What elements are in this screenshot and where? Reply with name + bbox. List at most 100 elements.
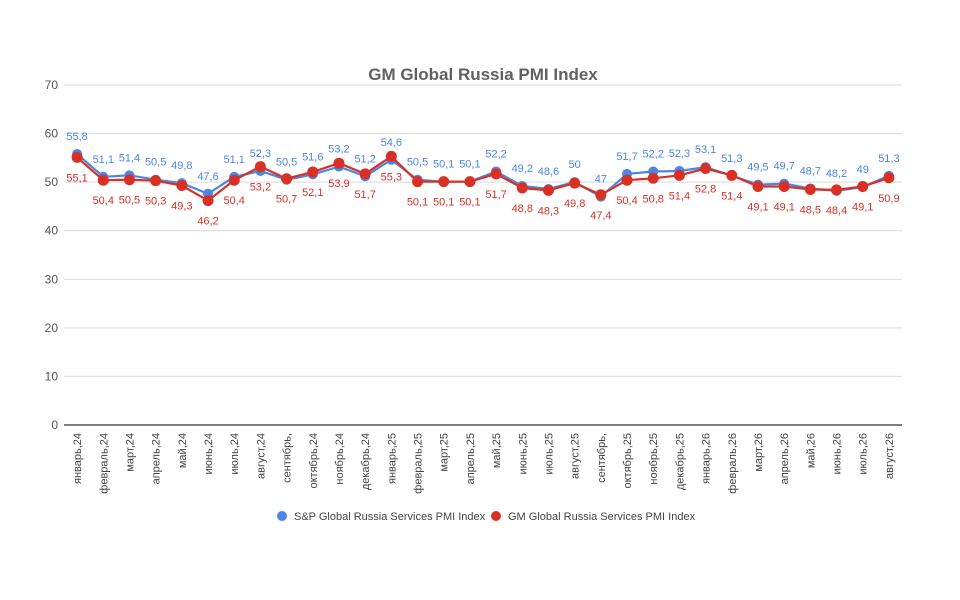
data-label: 49,8	[171, 160, 192, 172]
x-tick-label: апрель,26	[779, 433, 791, 484]
y-tick-label: 60	[45, 127, 59, 141]
x-tick-label: декабрь,24	[360, 433, 372, 490]
x-tick-label: февраль,26	[727, 433, 739, 494]
x-tick-label: март,26	[753, 433, 765, 472]
x-tick-label: январь,25	[386, 433, 398, 484]
data-point	[516, 182, 528, 194]
data-point	[464, 176, 476, 188]
x-tick-label: июль,26	[858, 433, 870, 475]
data-label: 51,6	[302, 151, 323, 163]
data-point	[438, 176, 450, 188]
legend-marker	[491, 511, 501, 521]
y-tick-label: 30	[45, 272, 59, 286]
data-label: 51,7	[354, 189, 375, 201]
data-label: 52,8	[695, 184, 716, 196]
x-tick-label: февраль,25	[413, 433, 425, 494]
data-label: 51,7	[616, 151, 637, 163]
data-point	[621, 174, 633, 186]
chart-title: GM Global Russia PMI Index	[368, 65, 598, 84]
data-point	[333, 157, 345, 169]
data-label: 50,4	[93, 195, 114, 207]
data-point	[359, 168, 371, 180]
data-label: 50,5	[145, 157, 166, 169]
data-label: 49,1	[747, 202, 768, 214]
data-label: 52,3	[250, 148, 271, 160]
data-point	[778, 181, 790, 193]
data-point	[307, 166, 319, 178]
legend-marker	[277, 511, 287, 521]
y-tick-label: 70	[45, 78, 59, 92]
data-point	[412, 176, 424, 188]
data-label: 53,1	[695, 144, 716, 156]
data-label: 48,5	[800, 204, 821, 216]
data-point	[71, 151, 83, 163]
data-label: 48,2	[826, 168, 847, 180]
data-label: 50,1	[459, 159, 480, 171]
data-label: 51,1	[224, 154, 245, 166]
data-label: 50,8	[643, 193, 664, 205]
data-point	[385, 150, 397, 162]
x-tick-label: февраль,24	[98, 433, 110, 494]
data-label: 49,5	[747, 162, 768, 174]
x-tick-label: июнь,25	[517, 433, 529, 475]
x-tick-label: сентябрь,	[596, 433, 608, 483]
x-tick-label: декабрь,25	[674, 433, 686, 490]
data-point	[700, 163, 712, 175]
data-label: 51,4	[669, 190, 690, 202]
data-label: 49,3	[171, 201, 192, 213]
data-label: 51,7	[485, 189, 506, 201]
data-point	[831, 184, 843, 196]
data-label: 49,2	[512, 163, 533, 175]
x-tick-label: август,24	[255, 433, 267, 479]
data-label: 46,2	[197, 216, 218, 228]
data-point	[595, 189, 607, 201]
data-label: 51,1	[93, 154, 114, 166]
x-tick-label: ноябрь,25	[648, 433, 660, 485]
data-label: 53,9	[328, 178, 349, 190]
data-label: 50,1	[433, 159, 454, 171]
data-label: 53,2	[328, 144, 349, 156]
data-label: 50,5	[276, 157, 297, 169]
x-tick-label: апрель,24	[151, 433, 163, 484]
y-tick-label: 40	[45, 224, 59, 238]
legend-label: S&P Global Russia Services PMI Index	[294, 511, 486, 523]
data-label: 50	[569, 159, 581, 171]
y-axis: 0 10 20 30 40 50 60 70	[45, 78, 59, 432]
data-label: 47	[595, 174, 607, 186]
data-label: 48,8	[512, 203, 533, 215]
data-point	[569, 177, 581, 189]
data-point	[647, 172, 659, 184]
data-label: 51,4	[119, 152, 140, 164]
x-tick-label: август,26	[884, 433, 896, 479]
data-label: 48,7	[800, 165, 821, 177]
data-point	[542, 184, 554, 196]
data-label: 53,2	[250, 182, 271, 194]
data-label: 48,4	[826, 205, 847, 217]
series-layer	[71, 148, 895, 207]
x-tick-label: август,25	[570, 433, 582, 479]
x-tick-label: март,25	[439, 433, 451, 472]
data-label: 49,8	[564, 198, 585, 210]
data-point	[202, 195, 214, 207]
x-tick-label: июль,24	[229, 433, 241, 475]
data-point	[228, 174, 240, 186]
data-label: 54,6	[381, 137, 402, 149]
data-label: 50,7	[276, 194, 297, 206]
data-label: 52,3	[669, 148, 690, 160]
data-label: 50,1	[433, 197, 454, 209]
data-point	[673, 169, 685, 181]
data-point	[97, 174, 109, 186]
data-label: 47,6	[197, 171, 218, 183]
x-tick-label: июль,25	[543, 433, 555, 475]
data-label: 52,1	[302, 187, 323, 199]
data-point	[176, 180, 188, 192]
data-point	[857, 181, 869, 193]
data-labels: 55,8 51,1 51,4 50,5 49,8 47,6 51,1 52,3 50,5 51,6…	[66, 131, 899, 228]
y-tick-label: 20	[45, 321, 59, 335]
data-label: 47,4	[590, 210, 611, 222]
data-label: 51,4	[721, 190, 742, 202]
x-tick-label: январь,26	[701, 433, 713, 484]
data-label: 50,3	[145, 196, 166, 208]
legend-label: GM Global Russia Services PMI Index	[508, 511, 696, 523]
